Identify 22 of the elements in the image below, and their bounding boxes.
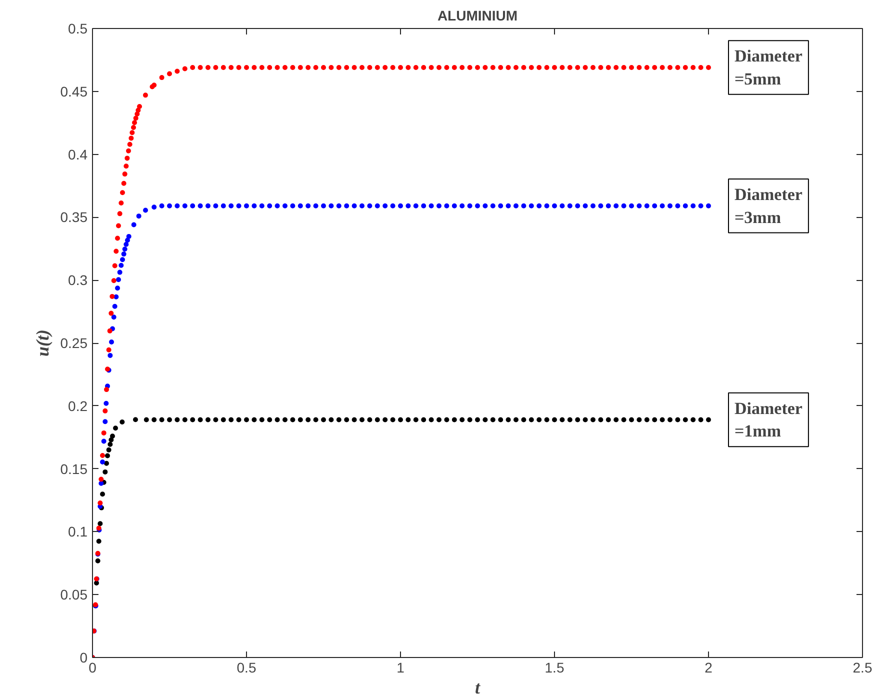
y-tick-label: 0.25 [60,335,88,351]
y-tick-label: 0.35 [60,209,88,226]
series-label: Diameter =1mm [734,398,803,441]
x-tick-label: 0.5 [236,660,256,676]
y-tick-label: 0 [80,650,88,666]
x-tick-label: 2.5 [852,660,872,676]
y-tick-label: 0.45 [60,83,88,100]
y-tick-label: 0.3 [68,272,88,288]
y-tick-label: 0.15 [60,460,88,477]
x-tick-label: 1.5 [544,660,564,676]
series-label: Diameter =5mm [734,46,803,88]
x-tick-label: 1 [396,660,405,676]
y-tick-label: 0.1 [68,524,88,540]
y-tick-label: 0.05 [60,586,88,603]
y-tick-label: 0.5 [68,20,88,36]
y-tick-label: 0.2 [68,398,88,414]
y-tick-label: 0.4 [68,146,88,162]
series-label: Diameter =3mm [734,184,803,227]
x-axis-title: t [475,678,481,698]
chart-title: ALUMINIUM [437,8,518,24]
y-axis-title: u(t) [32,330,52,356]
x-tick-label: 2 [704,660,713,676]
